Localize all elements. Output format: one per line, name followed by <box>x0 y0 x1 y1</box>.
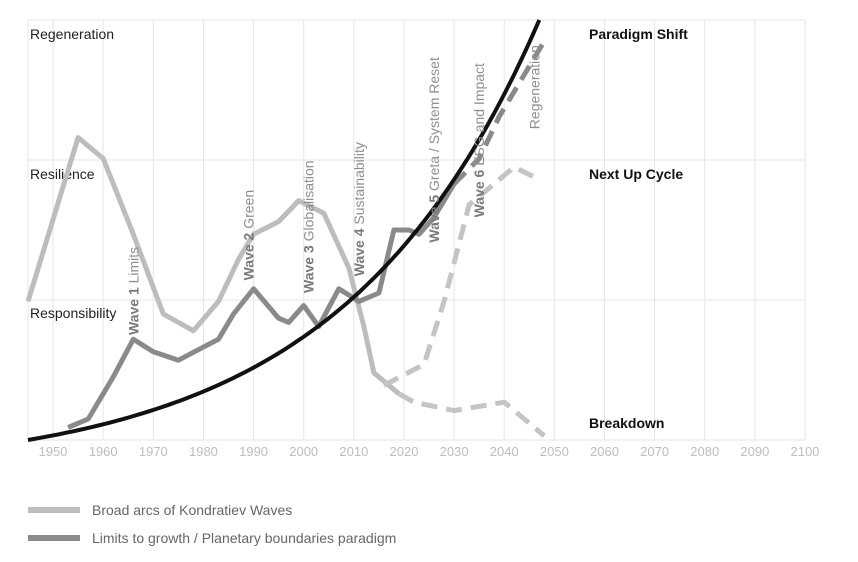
wave-label: Wave 5 Greta / System Reset <box>426 57 442 243</box>
wave-label-bold: Wave 2 <box>241 232 257 280</box>
wave-label: Wave 2 Green <box>241 190 257 281</box>
x-tick-label: 1970 <box>139 444 168 459</box>
series-line <box>397 391 546 438</box>
wave-label-text: Limits <box>125 247 141 287</box>
wave-label: Wave 4 Sustainability <box>351 142 367 276</box>
legend-label-limits: Limits to growth / Planetary boundaries … <box>92 530 396 546</box>
x-tick-label: 2080 <box>690 444 719 459</box>
wave-label-text: Greta / System Reset <box>426 57 442 195</box>
wave-label: Wave 6 ESG and Impact <box>471 63 487 217</box>
x-tick-label: 2020 <box>390 444 419 459</box>
end-label-paradigm-shift: Paradigm Shift <box>589 26 688 42</box>
x-tick-label: 2030 <box>440 444 469 459</box>
x-axis-ticks: 1950 1960 1970 1980 1990 2000 2010 2020 2030 2040… <box>39 444 820 459</box>
x-tick-label: 2100 <box>791 444 820 459</box>
legend: Broad arcs of Kondratiev Waves Limits to… <box>28 502 396 546</box>
wave-label-text: ESG and Impact <box>471 63 487 170</box>
series-line <box>67 182 457 430</box>
wave-label-bold: Wave 6 <box>471 169 487 217</box>
end-label-next-up-cycle: Next Up Cycle <box>589 166 683 182</box>
wave-label: Wave 1 Limits <box>125 247 141 335</box>
wave-label-text: Sustainability <box>351 142 367 228</box>
wave-label-bold: Wave 3 <box>301 245 317 293</box>
series-group <box>25 19 547 442</box>
x-tick-label: 2090 <box>740 444 769 459</box>
wave-label-bold: Wave 4 <box>351 228 367 276</box>
wave-label-bold: Wave 1 <box>125 287 141 335</box>
x-tick-label: 2010 <box>339 444 368 459</box>
end-label-breakdown: Breakdown <box>589 415 664 431</box>
x-tick-label: 2040 <box>490 444 519 459</box>
wave-label-bold: Wave 5 <box>426 195 442 243</box>
wave-label-text: Regeneration <box>526 45 542 129</box>
x-tick-label: 1960 <box>89 444 118 459</box>
wave-labels: Wave 1 Limits Wave 2 Green Wave 3 Globalis… <box>125 45 542 335</box>
x-tick-label: 1950 <box>39 444 68 459</box>
level-label-responsibility: Responsibility <box>30 305 116 321</box>
wave-label: Regeneration <box>526 45 542 129</box>
wave-label-text: Green <box>241 190 257 233</box>
x-tick-label: 2060 <box>590 444 619 459</box>
series-line <box>452 39 547 186</box>
legend-label-kondratiev: Broad arcs of Kondratiev Waves <box>92 502 292 518</box>
x-tick-label: 2050 <box>540 444 569 459</box>
x-tick-label: 1990 <box>239 444 268 459</box>
level-label-resilience: Resilience <box>30 166 95 182</box>
series-line <box>382 164 541 388</box>
series-line <box>27 19 542 442</box>
x-tick-label: 2000 <box>289 444 318 459</box>
wave-label-text: Globalisation <box>301 160 317 245</box>
level-label-regeneration: Regeneration <box>30 26 114 42</box>
x-tick-label: 2070 <box>640 444 669 459</box>
x-tick-label: 1980 <box>189 444 218 459</box>
wave-label: Wave 3 Globalisation <box>301 160 317 293</box>
